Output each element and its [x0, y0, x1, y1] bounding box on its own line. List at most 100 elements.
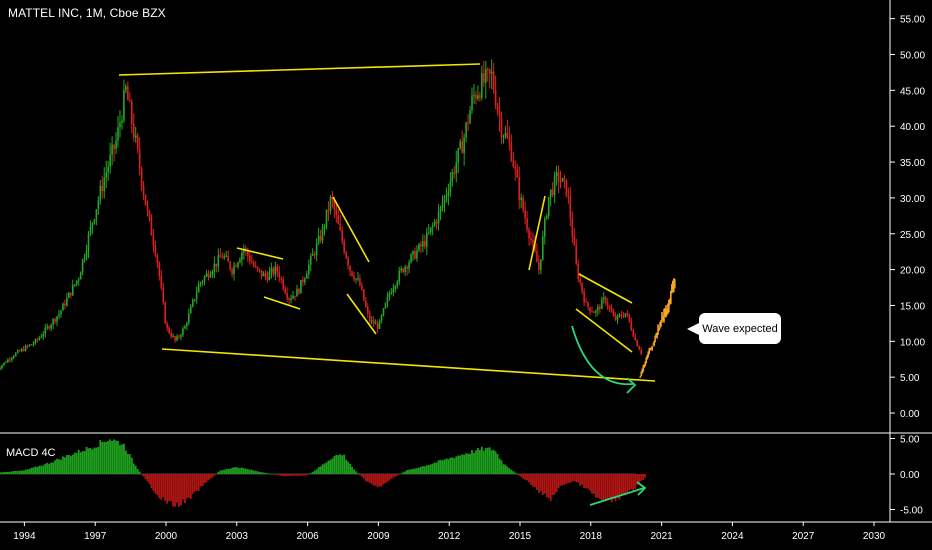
- price-candle: [325, 209, 328, 227]
- macd-bar: [95, 447, 98, 474]
- price-candle: [333, 199, 336, 210]
- macd-bar: [370, 474, 373, 484]
- price-candle: [276, 266, 279, 272]
- macd-bar: [504, 464, 507, 474]
- price-candle: [286, 293, 288, 299]
- price-candle: [571, 219, 574, 237]
- price-candle: [134, 135, 137, 138]
- price-candle: [534, 242, 536, 252]
- price-candle: [453, 171, 456, 174]
- price-candle: [551, 189, 554, 196]
- price-candle: [363, 289, 365, 301]
- macd-bar: [6, 471, 9, 474]
- price-candle: [563, 177, 566, 180]
- macd-bar: [374, 474, 377, 486]
- macd-bar: [99, 440, 102, 474]
- price-candle: [593, 311, 595, 313]
- price-candle: [549, 189, 552, 197]
- price-candle: [396, 281, 399, 287]
- macd-bar: [632, 474, 635, 491]
- macd-bar: [555, 474, 558, 493]
- price-candle: [162, 287, 165, 303]
- price-candle: [136, 135, 139, 149]
- macd-bar: [150, 474, 153, 489]
- macd-bar: [482, 450, 485, 474]
- price-candle: [26, 345, 29, 347]
- price-candle: [170, 333, 172, 337]
- macd-bar: [87, 448, 90, 474]
- macd-bar: [138, 471, 141, 474]
- trendline: [236, 247, 284, 260]
- price-candle: [599, 306, 601, 310]
- price-candle: [555, 172, 558, 176]
- macd-bar: [93, 447, 96, 474]
- macd-bar: [315, 469, 318, 474]
- macd-bar: [79, 452, 82, 474]
- price-candle: [186, 323, 188, 327]
- macd-bar: [630, 474, 633, 490]
- price-candle: [467, 122, 469, 124]
- macd-bar: [270, 473, 273, 475]
- price-candle: [429, 227, 432, 233]
- macd-bar: [182, 474, 184, 500]
- macd-bar: [124, 450, 127, 474]
- price-candle: [256, 266, 259, 269]
- macd-bar: [362, 474, 365, 479]
- macd-bar: [20, 470, 23, 474]
- price-candle: [278, 271, 281, 279]
- macd-bar: [219, 470, 222, 474]
- price-candle: [504, 133, 507, 137]
- time-tick-label: 2018: [580, 531, 603, 542]
- price-candle: [48, 326, 50, 329]
- price-candle: [79, 272, 82, 280]
- macd-bar: [225, 469, 228, 474]
- macd-bar: [616, 474, 619, 498]
- macd-bar: [404, 471, 407, 474]
- macd-bar: [427, 464, 430, 474]
- macd-bar: [180, 474, 182, 506]
- price-candle: [583, 291, 585, 302]
- price-candle: [597, 306, 599, 311]
- price-candle: [121, 120, 123, 123]
- price-candle: [11, 357, 13, 360]
- macd-bar: [412, 468, 414, 474]
- time-tick-label: 2003: [226, 531, 249, 542]
- callout-text: Wave expected: [702, 322, 778, 335]
- macd-bar: [425, 465, 428, 474]
- price-candle: [42, 333, 45, 337]
- price-candle: [158, 262, 161, 277]
- time-tick-label: 2009: [367, 531, 390, 542]
- macd-bar: [486, 447, 489, 474]
- price-tick-label: 50.00: [900, 51, 925, 62]
- price-candle: [174, 336, 176, 341]
- macd-bar: [498, 458, 501, 474]
- price-candle: [272, 268, 275, 275]
- macd-bar: [107, 440, 110, 474]
- price-candle: [602, 297, 605, 300]
- macd-bar: [77, 449, 80, 474]
- macd-bar: [258, 471, 261, 474]
- macd-bar: [449, 457, 452, 474]
- price-candle: [427, 232, 430, 234]
- macd-bar: [67, 454, 70, 474]
- macd-bar: [608, 474, 611, 500]
- macd-bar: [400, 473, 403, 475]
- price-candle: [370, 320, 373, 322]
- macd-bar: [189, 474, 192, 499]
- macd-bar: [423, 466, 426, 474]
- price-candle: [337, 215, 340, 225]
- price-candle: [323, 226, 326, 228]
- macd-bar: [14, 471, 17, 474]
- macd-bar: [294, 474, 296, 476]
- price-candle: [132, 123, 135, 138]
- macd-bar: [583, 474, 586, 488]
- trendline: [528, 195, 546, 271]
- macd-bar: [193, 474, 196, 492]
- macd-bar: [388, 474, 391, 481]
- price-candle: [471, 95, 473, 111]
- macd-bar: [341, 455, 344, 474]
- macd-bar: [610, 474, 613, 503]
- macd-bar: [522, 474, 525, 479]
- macd-bar: [75, 453, 78, 474]
- price-candle: [7, 359, 9, 363]
